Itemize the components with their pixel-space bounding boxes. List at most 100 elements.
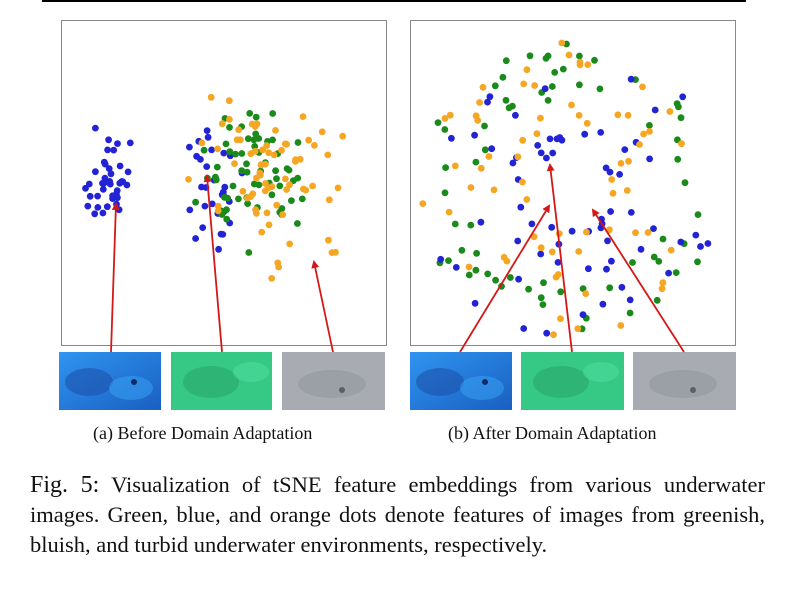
- orange-dot: [523, 196, 531, 203]
- orange-dot: [286, 240, 294, 248]
- orange-dot: [218, 120, 226, 128]
- orange-dot: [632, 229, 639, 237]
- green-dot: [238, 150, 246, 157]
- green-dot: [244, 200, 252, 208]
- green-dot: [223, 206, 230, 214]
- blue-dot: [92, 124, 99, 132]
- blue-dot: [486, 93, 494, 101]
- orange-dot: [523, 66, 531, 74]
- green-dot: [502, 96, 510, 104]
- green-dot: [681, 179, 689, 187]
- green-dot: [246, 110, 254, 117]
- blue-dot: [616, 171, 623, 178]
- blue-dot: [509, 159, 517, 167]
- green-dot: [499, 73, 507, 81]
- orange-dot: [270, 151, 278, 159]
- orange-dot: [568, 101, 575, 109]
- orange-dot: [325, 236, 332, 244]
- blue-dot: [448, 134, 455, 142]
- orange-dot: [609, 189, 617, 197]
- orange-dot: [302, 186, 310, 194]
- green-dot: [276, 182, 284, 190]
- green-dot: [243, 168, 251, 176]
- blue-dot: [568, 227, 576, 235]
- green-dot: [542, 54, 550, 62]
- green-dot: [557, 288, 565, 296]
- orange-dot: [419, 200, 427, 208]
- green-dot: [472, 266, 480, 274]
- blue-dot: [204, 133, 212, 141]
- orange-dot: [477, 164, 485, 172]
- green-dot: [268, 191, 276, 199]
- green-dot: [472, 158, 480, 166]
- thumb-turbid-a: [282, 352, 385, 410]
- orange-dot: [292, 156, 299, 164]
- blue-dot: [512, 111, 519, 119]
- orange-dot: [476, 99, 483, 106]
- blue-dot: [549, 149, 557, 157]
- orange-dot: [309, 182, 316, 190]
- orange-dot: [537, 244, 545, 252]
- green-dot: [544, 97, 552, 104]
- orange-dot: [625, 157, 632, 165]
- orange-dot: [441, 115, 449, 122]
- blue-dot: [543, 154, 550, 162]
- orange-dot: [474, 117, 482, 124]
- blue-dot: [517, 203, 525, 211]
- orange-dot: [214, 207, 222, 215]
- orange-dot: [557, 315, 564, 322]
- thumb-bluish-a: [59, 352, 161, 410]
- blue-dot: [124, 168, 132, 176]
- green-dot: [579, 285, 587, 292]
- orange-dot: [446, 111, 454, 119]
- blue-dot: [704, 240, 712, 247]
- blue-dot: [452, 264, 460, 271]
- orange-dot: [273, 201, 281, 209]
- orange-dot: [334, 184, 342, 192]
- blue-dot: [597, 129, 605, 136]
- blue-dot: [537, 149, 545, 157]
- blue-dot: [99, 209, 107, 217]
- arrow-turbid-after: [591, 208, 685, 353]
- blue-dot: [101, 160, 109, 168]
- blue-dot: [585, 265, 592, 273]
- green-dot: [606, 284, 614, 292]
- blue-dot: [193, 152, 201, 160]
- orange-dot: [324, 151, 332, 159]
- orange-dot: [325, 196, 333, 204]
- orange-dot: [520, 80, 528, 88]
- green-dot: [576, 52, 583, 60]
- before-dots: [82, 93, 347, 282]
- green-dot: [245, 249, 253, 256]
- green-dot: [238, 167, 246, 175]
- blue-dot: [650, 225, 657, 233]
- orange-dot: [608, 176, 616, 183]
- green-dot: [226, 124, 233, 131]
- orange-dot: [274, 259, 282, 267]
- green-dot: [252, 130, 260, 138]
- blue-dot: [618, 283, 626, 291]
- orange-dot: [226, 116, 233, 123]
- green-dot: [629, 259, 636, 266]
- orange-dot: [485, 153, 493, 160]
- green-dot: [694, 211, 702, 219]
- green-dot: [222, 140, 230, 148]
- thumb-greenish-a: [171, 352, 272, 410]
- green-dot: [694, 258, 701, 266]
- blue-dot: [579, 311, 587, 319]
- green-dot: [650, 253, 658, 261]
- orange-dot: [575, 248, 583, 255]
- orange-dot: [666, 108, 674, 115]
- green-dot: [232, 150, 239, 158]
- blue-dot: [217, 230, 225, 238]
- orange-dot: [328, 249, 336, 256]
- orange-dot: [554, 271, 562, 278]
- green-dot: [235, 195, 242, 203]
- orange-dot: [583, 228, 590, 236]
- blue-dot: [114, 140, 121, 147]
- blue-dot: [126, 139, 134, 147]
- blue-dot: [556, 134, 564, 141]
- orange-dot: [311, 142, 318, 149]
- orange-dot: [617, 322, 625, 329]
- arrow-bluish-after: [459, 204, 551, 353]
